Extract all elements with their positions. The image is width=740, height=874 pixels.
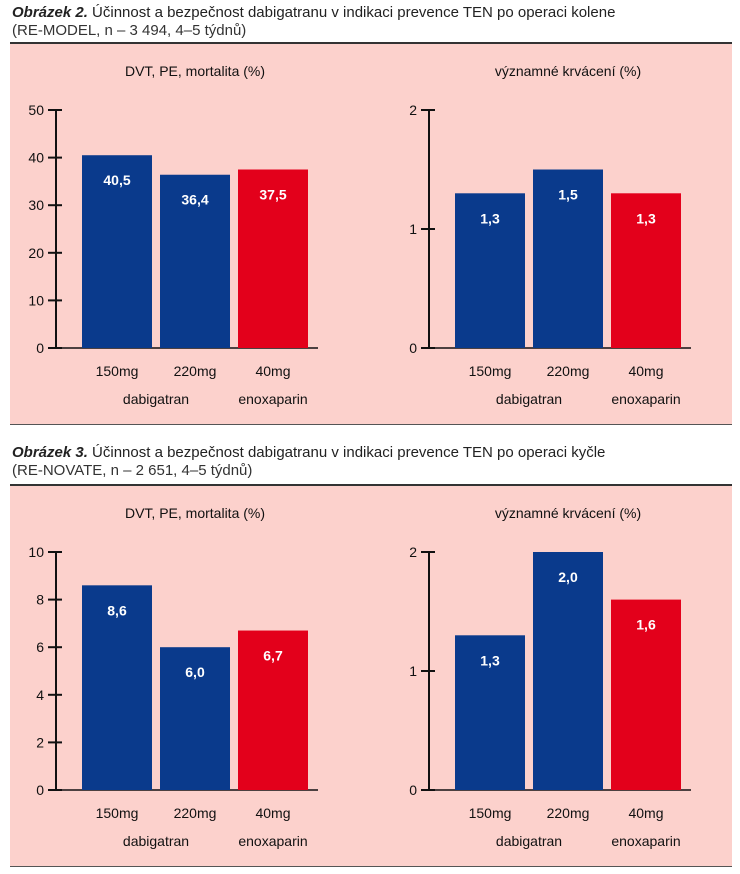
y-tick-label: 10	[28, 544, 44, 560]
bar-value-label: 6,7	[263, 648, 283, 664]
bar-value-label: 1,3	[480, 652, 500, 668]
bar-value-label: 1,3	[480, 210, 500, 226]
figure-2-panel: DVT, PE, mortalita (%) 0 10 20 30 40 50 40,5 150…	[10, 42, 732, 425]
y-tick-label: 0	[409, 782, 417, 798]
bar-40mg	[238, 169, 308, 348]
bar-value-label: 2,0	[558, 569, 578, 585]
y-tick-label: 1	[409, 221, 417, 237]
figure-3-charts: DVT, PE, mortalita (%)02468108,6150mg6,0…	[28, 505, 691, 849]
group-label-enoxaparin: enoxaparin	[238, 391, 307, 407]
y-tick-label: 8	[36, 592, 44, 608]
y-tick-label: 0	[36, 782, 44, 798]
category-label: 150mg	[96, 363, 139, 379]
y-tick-label: 10	[28, 292, 44, 308]
bar-value-label: 8,6	[107, 602, 127, 618]
chart-title: významné krvácení (%)	[495, 505, 641, 521]
y-tick-label: 6	[36, 639, 44, 655]
bar-150mg	[82, 585, 152, 790]
group-label-dabigatran: dabigatran	[123, 833, 189, 849]
chart-title: DVT, PE, mortalita (%)	[125, 63, 265, 79]
bar-value-label: 40,5	[103, 172, 130, 188]
bar-value-label: 6,0	[185, 664, 205, 680]
bar-220mg	[533, 552, 603, 790]
bar-40mg	[611, 193, 681, 348]
group-label-dabigatran: dabigatran	[123, 391, 189, 407]
category-label: 220mg	[174, 805, 217, 821]
bar-150mg	[455, 635, 525, 790]
chart-3: významné krvácení (%) 0 1 2 1,3 150mg 2,0 220mg…	[409, 505, 691, 849]
bar-150mg	[455, 193, 525, 348]
chart-2: DVT, PE, mortalita (%) 0 2 4 6 8 10 8,6 150mg 6,0…	[28, 505, 318, 849]
figure-3-caption-line2: (RE-NOVATE, n – 2 651, 4–5 týdnů)	[12, 462, 253, 479]
y-tick-label: 1	[409, 663, 417, 679]
figure-3-caption: Obrázek 3. Účinnost a bezpečnost dabigat…	[0, 440, 740, 480]
category-label: 220mg	[174, 363, 217, 379]
bar-value-label: 1,6	[636, 617, 656, 633]
y-tick-label: 0	[409, 340, 417, 356]
category-label: 150mg	[469, 805, 512, 821]
category-label: 40mg	[628, 805, 663, 821]
bar-value-label: 36,4	[181, 192, 208, 208]
chart-title: významné krvácení (%)	[495, 63, 641, 79]
figure-2-label: Obrázek 2.	[12, 4, 88, 21]
figure-2-caption-line2: (RE-MODEL, n – 3 494, 4–5 týdnů)	[12, 22, 247, 39]
figure-2-caption: Obrázek 2. Účinnost a bezpečnost dabigat…	[0, 0, 740, 40]
y-tick-label: 50	[28, 102, 44, 118]
figure-3-panel: DVT, PE, mortalita (%) 0 2 4 6 8 10 8,6 150mg 6,0…	[10, 484, 732, 867]
chart-title: DVT, PE, mortalita (%)	[125, 505, 265, 521]
figure-2-charts: DVT, PE, mortalita (%)0102030405040,5150…	[28, 63, 691, 407]
bar-value-label: 37,5	[259, 187, 286, 203]
bar-value-label: 1,3	[636, 210, 656, 226]
bar-40mg	[238, 630, 308, 790]
y-tick-label: 2	[409, 102, 417, 118]
group-label-dabigatran: dabigatran	[496, 833, 562, 849]
y-tick-label: 30	[28, 197, 44, 213]
category-label: 40mg	[255, 805, 290, 821]
category-label: 220mg	[547, 805, 590, 821]
y-tick-label: 0	[36, 340, 44, 356]
figure-2-caption-line1: Účinnost a bezpečnost dabigatranu v indi…	[87, 4, 616, 21]
category-label: 150mg	[469, 363, 512, 379]
category-label: 40mg	[628, 363, 663, 379]
bar-150mg	[82, 155, 152, 348]
y-tick-label: 40	[28, 150, 44, 166]
group-label-dabigatran: dabigatran	[496, 391, 562, 407]
bar-220mg	[160, 174, 230, 348]
category-label: 40mg	[255, 363, 290, 379]
chart-0: DVT, PE, mortalita (%) 0 10 20 30 40 50 40,5 150…	[28, 63, 318, 407]
bar-220mg	[160, 647, 230, 790]
category-label: 150mg	[96, 805, 139, 821]
figure-3-label: Obrázek 3.	[12, 444, 88, 461]
y-tick-label: 2	[409, 544, 417, 560]
figure-3-caption-line1: Účinnost a bezpečnost dabigatranu v indi…	[87, 444, 606, 461]
y-tick-label: 2	[36, 734, 44, 750]
group-label-enoxaparin: enoxaparin	[611, 833, 680, 849]
y-tick-label: 20	[28, 245, 44, 261]
bar-220mg	[533, 169, 603, 348]
y-tick-label: 4	[36, 687, 44, 703]
bar-value-label: 1,5	[558, 187, 578, 203]
group-label-enoxaparin: enoxaparin	[238, 833, 307, 849]
group-label-enoxaparin: enoxaparin	[611, 391, 680, 407]
category-label: 220mg	[547, 363, 590, 379]
chart-1: významné krvácení (%) 0 1 2 1,3 150mg 1,5 220mg…	[409, 63, 691, 407]
bar-40mg	[611, 599, 681, 790]
